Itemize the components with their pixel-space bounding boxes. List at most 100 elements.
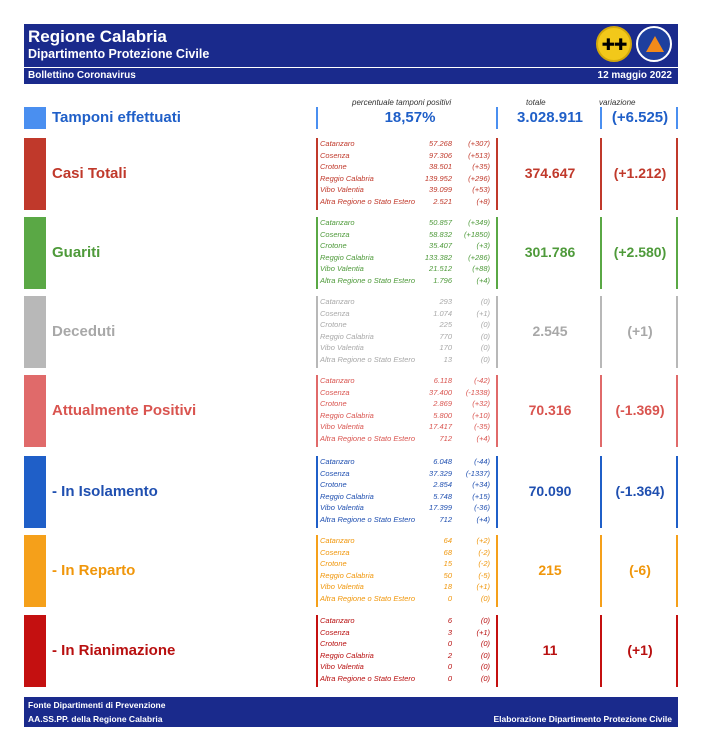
divider: [316, 375, 318, 447]
province-name: Altra Regione o Stato Estero: [320, 433, 416, 443]
section-total: 70.090: [528, 483, 572, 499]
section-total: 70.316: [528, 402, 572, 418]
province-delta: (+1): [476, 308, 490, 318]
department-subtitle: Dipartimento Protezione Civile: [28, 47, 210, 61]
province-name: Cosenza: [320, 627, 350, 637]
divider: [600, 535, 602, 607]
divider: [316, 296, 318, 368]
table-row: Cosenza 68 (-2): [318, 547, 496, 559]
province-value: 0: [447, 662, 452, 671]
province-delta: (0): [480, 639, 490, 648]
table-row: Cosenza 3 (+1): [318, 627, 496, 639]
province-value: 2.854: [433, 480, 452, 489]
table-row: Cosenza 37.400 (-1338): [318, 387, 496, 399]
table-row: Altra Regione o Stato Estero 0 (0): [318, 673, 496, 685]
province-value: 17.417: [429, 422, 452, 431]
section-color-bar: [24, 615, 46, 687]
province-name: Reggio Calabria: [320, 252, 374, 262]
province-value: 97.306: [429, 150, 452, 160]
section-row: Guariti Catanzaro 50.857 (+349) Cosenza 58.83…: [24, 217, 678, 289]
section-variation: (-1.369): [615, 402, 665, 418]
province-value: 5.800: [433, 410, 452, 420]
province-name: Catanzaro: [320, 457, 355, 466]
province-table: Catanzaro 6.048 (-44) Cosenza 37.329 (-1337) C…: [318, 456, 496, 525]
province-delta: (+8): [476, 196, 490, 206]
divider: [600, 217, 602, 289]
bulletin-bar: Bollettino Coronavirus 12 maggio 2022: [24, 67, 678, 84]
province-table: Catanzaro 50.857 (+349) Cosenza 58.832 (+1850…: [318, 217, 496, 286]
table-row: Vibo Valentia 39.099 (+53): [318, 184, 496, 196]
table-row: Reggio Calabria 133.382 (+286): [318, 252, 496, 264]
section-row: Attualmente Positivi Catanzaro 6.118 (-42) C…: [24, 375, 678, 447]
province-delta: (-2): [478, 559, 490, 568]
province-delta: (+307): [468, 139, 490, 148]
province-name: Cosenza: [320, 547, 350, 557]
tamponi-total: 3.028.911: [517, 109, 583, 126]
province-delta: (0): [480, 593, 490, 603]
table-row: Catanzaro 64 (+2): [318, 535, 496, 547]
province-delta: (-1337): [465, 468, 490, 478]
province-delta: (0): [480, 616, 490, 625]
divider: [676, 615, 678, 687]
divider: [316, 615, 318, 687]
province-delta: (+286): [468, 252, 490, 262]
province-name: Reggio Calabria: [320, 410, 374, 420]
section-variation: (+2.580): [613, 244, 667, 260]
province-value: 0: [447, 593, 452, 603]
province-name: Vibo Valentia: [320, 662, 364, 671]
province-value: 2: [447, 650, 452, 660]
section-total: 374.647: [524, 165, 576, 181]
province-delta: (+4): [476, 514, 490, 524]
province-name: Altra Regione o Stato Estero: [320, 196, 416, 206]
province-delta: (-42): [474, 376, 490, 385]
province-name: Altra Regione o Stato Estero: [320, 275, 416, 285]
section-color-bar: [24, 138, 46, 210]
province-value: 139.952: [424, 173, 452, 183]
table-row: Altra Regione o Stato Estero 0 (0): [318, 593, 496, 605]
table-row: Cosenza 58.832 (+1850): [318, 229, 496, 241]
divider: [676, 138, 678, 210]
province-delta: (0): [480, 343, 490, 352]
section-row: - In Rianimazione Catanzaro 6 (0) Cosenza 3 (+…: [24, 615, 678, 687]
table-row: Catanzaro 293 (0): [318, 296, 496, 308]
province-value: 50.857: [429, 218, 452, 227]
province-delta: (+35): [472, 162, 490, 171]
province-name: Crotone: [320, 559, 347, 568]
table-row: Catanzaro 57.268 (+307): [318, 138, 496, 150]
province-delta: (0): [480, 662, 490, 671]
province-value: 21.512: [429, 264, 452, 273]
province-delta: (-36): [474, 503, 490, 512]
region-title: Regione Calabria: [28, 27, 167, 46]
province-name: Reggio Calabria: [320, 331, 374, 341]
province-value: 15: [443, 559, 452, 568]
province-value: 37.400: [429, 387, 452, 397]
province-value: 293: [439, 297, 452, 306]
province-delta: (+4): [476, 433, 490, 443]
table-row: Reggio Calabria 5.800 (+10): [318, 410, 496, 422]
province-name: Vibo Valentia: [320, 503, 364, 512]
table-row: Cosenza 97.306 (+513): [318, 150, 496, 162]
province-value: 0: [447, 639, 452, 648]
province-name: Crotone: [320, 399, 347, 408]
table-row: Altra Regione o Stato Estero 13 (0): [318, 354, 496, 366]
province-delta: (-44): [474, 457, 490, 466]
province-name: Crotone: [320, 320, 347, 329]
province-delta: (0): [480, 320, 490, 329]
section-variation: (+1): [627, 323, 653, 339]
province-name: Reggio Calabria: [320, 491, 374, 501]
table-row: Reggio Calabria 139.952 (+296): [318, 173, 496, 185]
province-value: 64: [443, 536, 452, 545]
province-name: Vibo Valentia: [320, 343, 364, 352]
province-delta: (0): [480, 673, 490, 683]
table-row: Catanzaro 6.118 (-42): [318, 375, 496, 387]
divider: [316, 107, 318, 129]
province-name: Altra Regione o Stato Estero: [320, 514, 416, 524]
table-row: Vibo Valentia 17.399 (-36): [318, 502, 496, 514]
province-name: Vibo Valentia: [320, 422, 364, 431]
province-name: Vibo Valentia: [320, 185, 364, 194]
province-value: 2.521: [433, 196, 452, 206]
province-delta: (+349): [468, 218, 490, 227]
tamponi-color-bar: [24, 107, 46, 129]
section-color-bar: [24, 217, 46, 289]
province-delta: (-35): [474, 422, 490, 431]
